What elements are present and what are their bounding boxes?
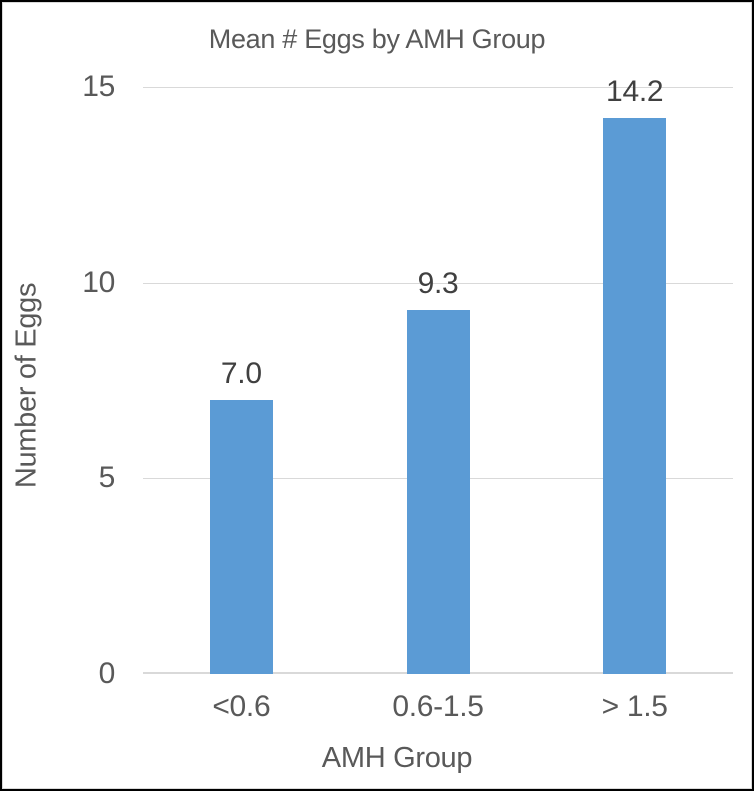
gridline: [143, 282, 733, 284]
x-category-label: <0.6: [212, 690, 271, 723]
x-category-label: 0.6-1.5: [392, 690, 484, 723]
gridline: [143, 87, 733, 88]
chart-title: Mean # Eggs by AMH Group: [208, 24, 546, 54]
y-tick-label: 10: [82, 265, 115, 299]
x-category-label: > 1.5: [601, 690, 668, 723]
bar-value-label: 14.2: [606, 75, 664, 109]
x-axis-title: AMH Group: [321, 742, 473, 774]
y-tick-label: 0: [98, 657, 116, 690]
plot-area: 7.0 9.3 14.2: [143, 75, 733, 674]
bar-value-label: 7.0: [220, 357, 262, 391]
bar: [603, 118, 667, 674]
bar: [406, 310, 470, 674]
bar: [209, 400, 273, 674]
y-tick-label: 15: [82, 70, 115, 103]
bar-value-label: 9.3: [417, 267, 459, 301]
y-tick-label: 5: [98, 461, 116, 495]
